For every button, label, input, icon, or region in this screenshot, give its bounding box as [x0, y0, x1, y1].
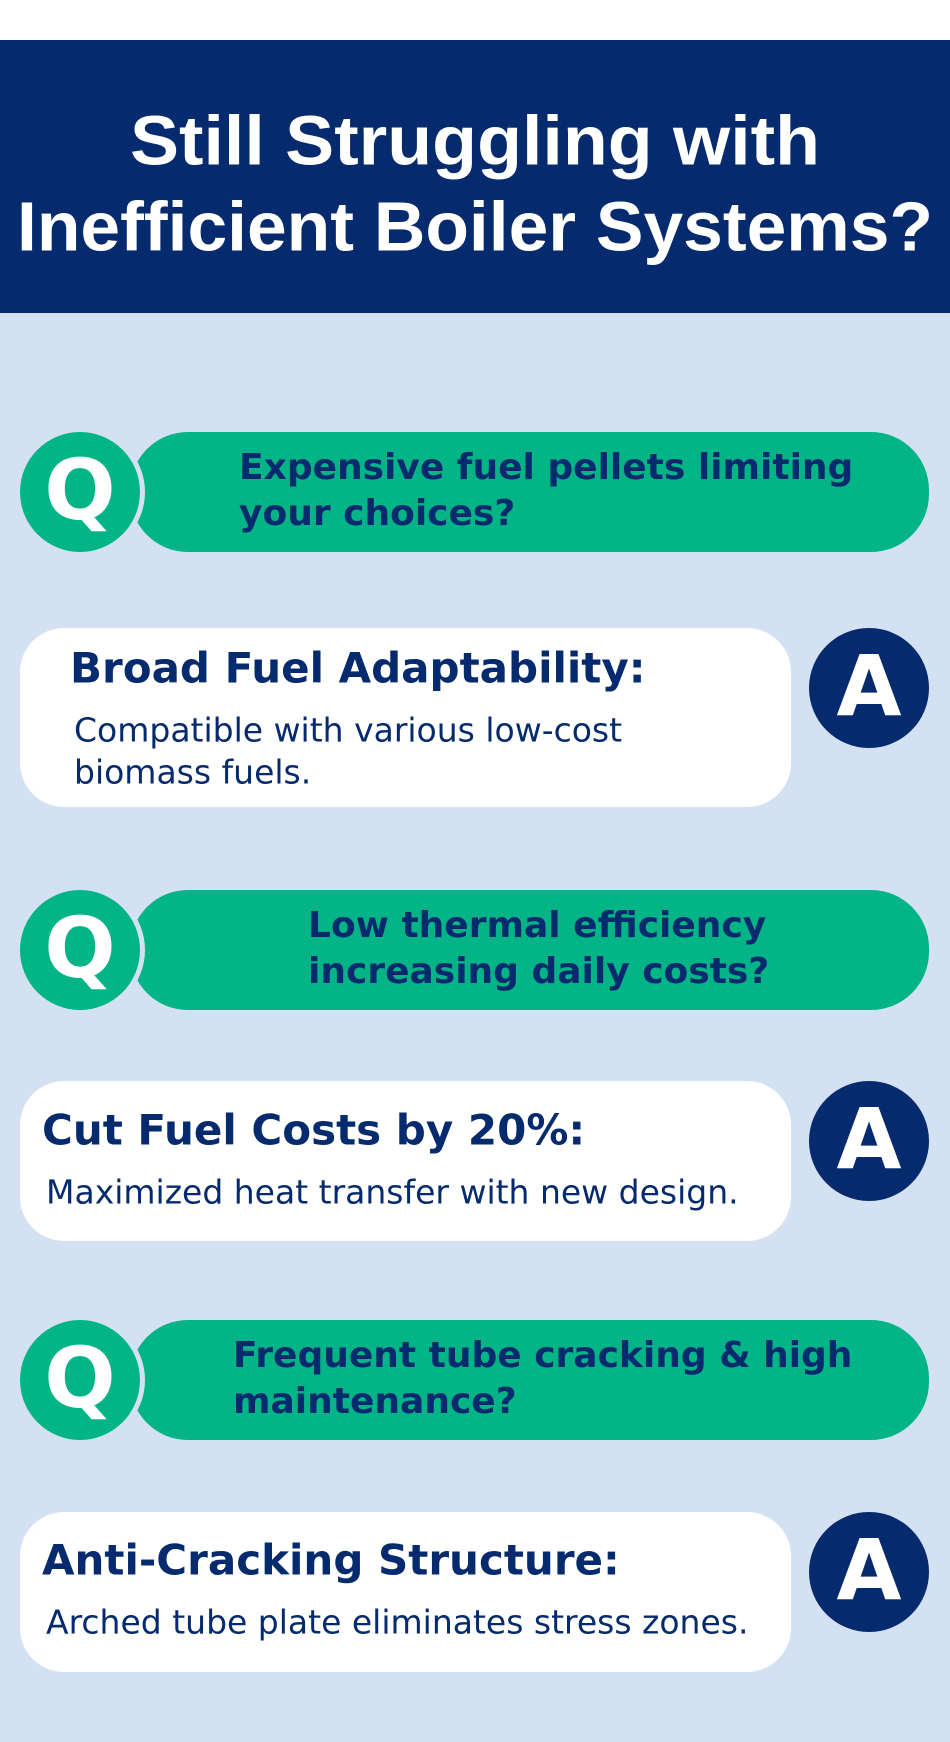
question-text: Frequent tube cracking & high — [233, 1335, 852, 1376]
title-line: Inefficient Boiler Systems? — [17, 187, 933, 265]
question-badge-inner — [20, 890, 140, 1010]
question-pill — [130, 1320, 929, 1440]
title-line: Still Struggling with — [130, 101, 820, 179]
answer-text: biomass fuels. — [74, 753, 311, 792]
question-text: your choices? — [239, 493, 515, 534]
answer-card — [20, 1081, 791, 1241]
question-badge-inner — [20, 432, 140, 552]
answer-text: Arched tube plate eliminates stress zone… — [46, 1603, 748, 1642]
header-banner — [0, 40, 950, 313]
question-badge-label: Q — [44, 441, 115, 539]
question-text: maintenance? — [233, 1381, 517, 1422]
answer-badge-label: A — [836, 1090, 901, 1188]
top-strip — [0, 0, 950, 40]
answer-text: Compatible with various low-cost — [74, 711, 622, 750]
question-text: Low thermal efficiency — [308, 905, 766, 946]
question-text: increasing daily costs? — [308, 951, 769, 992]
question-badge-label: Q — [44, 1329, 115, 1427]
answer-card — [20, 1512, 791, 1672]
question-text: Expensive fuel pellets limiting — [239, 447, 853, 488]
answer-title: Anti-Cracking Structure: — [42, 1536, 620, 1585]
question-badge-inner — [20, 1320, 140, 1440]
answer-badge-inner — [809, 1081, 929, 1201]
answer-badge-inner — [809, 628, 929, 748]
answer-text: Maximized heat transfer with new design. — [46, 1173, 739, 1212]
answer-title: Cut Fuel Costs by 20%: — [42, 1106, 585, 1155]
question-pill — [130, 890, 929, 1010]
answer-badge-inner — [809, 1512, 929, 1632]
answer-badge-label: A — [836, 1521, 901, 1619]
question-pill — [130, 432, 929, 552]
answer-card — [20, 628, 791, 807]
answer-badge-label: A — [836, 637, 901, 735]
question-badge-label: Q — [44, 899, 115, 997]
answer-title: Broad Fuel Adaptability: — [70, 644, 646, 693]
